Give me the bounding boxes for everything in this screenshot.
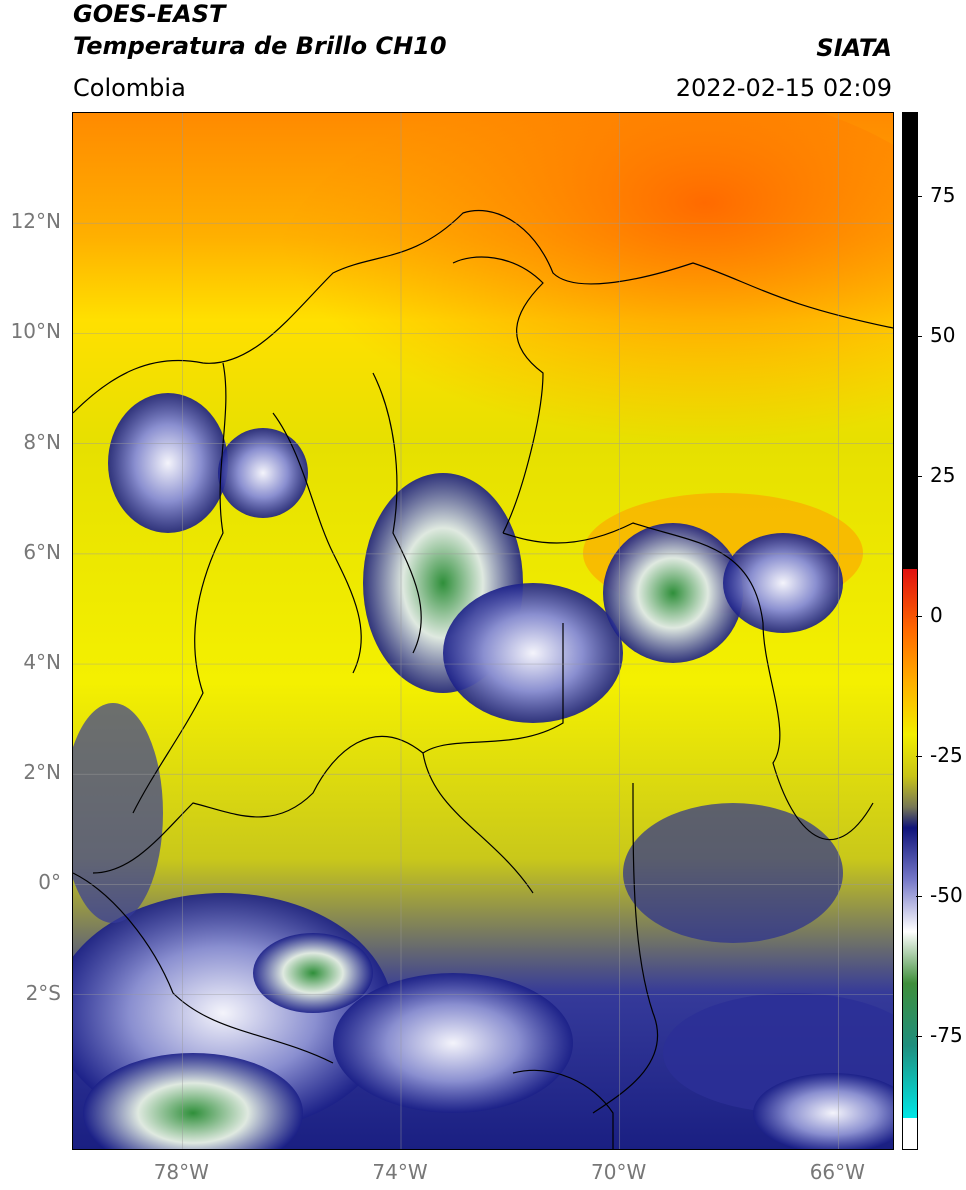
colorbar-tick	[916, 336, 922, 337]
brand-label: SIATA	[816, 34, 892, 62]
colorbar-tick	[916, 196, 922, 197]
region-label: Colombia	[73, 74, 186, 102]
lat-tick-label: 0°	[38, 870, 61, 895]
lat-tick-label: 6°N	[23, 539, 61, 564]
colorbar-tick	[916, 1036, 922, 1037]
colorbar-tick-label: -25	[930, 743, 963, 767]
timestamp-label: 2022-02-15 02:09	[675, 74, 892, 102]
colorbar-tick-label: 75	[930, 183, 956, 207]
colorbar-tick	[916, 476, 922, 477]
lat-tick-label: 8°N	[23, 429, 61, 454]
colorbar-tick	[916, 756, 922, 757]
lat-tick-label: 2°S	[25, 980, 61, 1005]
colorbar-tick	[916, 616, 922, 617]
lon-tick-label: 70°W	[591, 1160, 647, 1184]
colorbar-tick	[916, 896, 922, 897]
colorbar	[902, 112, 918, 1150]
lat-tick-label: 12°N	[10, 209, 61, 234]
satellite-map[interactable]	[72, 112, 894, 1150]
colorbar-tick-label: -75	[930, 1023, 963, 1047]
colorbar-tick-label: 50	[930, 323, 956, 347]
lat-tick-label: 2°N	[23, 760, 61, 785]
lon-tick-label: 78°W	[153, 1160, 209, 1184]
satellite-title: GOES-EAST	[73, 0, 226, 28]
lat-tick-label: 4°N	[23, 650, 61, 675]
lon-tick-label: 66°W	[809, 1160, 865, 1184]
colorbar-tick-label: -50	[930, 883, 963, 907]
colorbar-tick-label: 0	[930, 603, 943, 627]
lat-tick-label: 10°N	[10, 319, 61, 344]
product-title: Temperatura de Brillo CH10	[73, 32, 447, 60]
colorbar-tick-label: 25	[930, 463, 956, 487]
lon-tick-label: 74°W	[372, 1160, 428, 1184]
